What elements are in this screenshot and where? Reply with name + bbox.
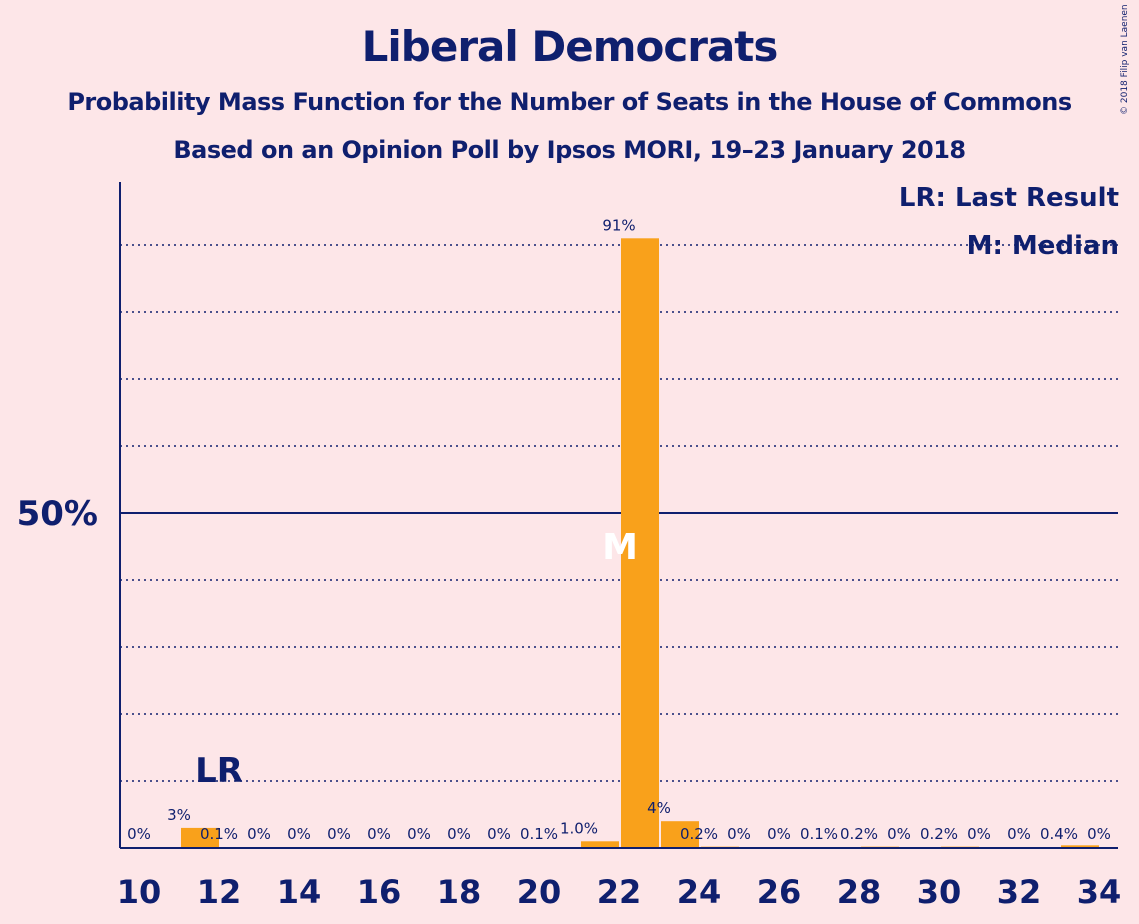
data-label-seat-29: 0% <box>887 825 911 843</box>
x-tick-label: 32 <box>997 873 1042 911</box>
bar-seat-22 <box>621 238 659 849</box>
data-label-seat-27: 0.1% <box>800 825 838 843</box>
data-label-seat-11: 3% <box>167 806 191 824</box>
median-marker: M <box>602 527 638 568</box>
data-label-seat-22: 91% <box>602 216 635 234</box>
x-tick-label: 18 <box>437 873 482 911</box>
bar-seat-21 <box>581 841 619 848</box>
data-label-seat-16: 0% <box>367 825 391 843</box>
x-tick-label: 24 <box>677 873 722 911</box>
data-label-seat-32: 0% <box>1007 825 1031 843</box>
data-label-seat-31: 0% <box>967 825 991 843</box>
x-tick-label: 12 <box>197 873 242 911</box>
chart-subtitle: Probability Mass Function for the Number… <box>67 88 1072 116</box>
data-label-seat-14: 0% <box>287 825 311 843</box>
bar-seat-33 <box>1061 845 1099 848</box>
legend-last-result: LR: Last Result <box>898 183 1119 213</box>
x-tick-label: 28 <box>837 873 882 911</box>
legend-median: M: Median <box>966 231 1119 261</box>
bar-seat-11 <box>181 827 219 848</box>
x-tick-label: 22 <box>597 873 642 911</box>
data-label-seat-17: 0% <box>407 825 431 843</box>
chart-title: Liberal Democrats <box>361 22 779 71</box>
data-label-seat-24: 0.2% <box>680 825 718 843</box>
data-label-seat-13: 0% <box>247 825 271 843</box>
chart-subtitle-poll: Based on an Opinion Poll by Ipsos MORI, … <box>173 136 966 164</box>
x-tick-label: 26 <box>757 873 802 911</box>
data-label-seat-25: 0% <box>727 825 751 843</box>
data-label-seat-34: 0% <box>1087 825 1111 843</box>
data-label-seat-26: 0% <box>767 825 791 843</box>
data-label-seat-20: 0.1% <box>520 825 558 843</box>
data-label-seat-18: 0% <box>447 825 471 843</box>
x-tick-label: 30 <box>917 873 962 911</box>
x-tick-label: 20 <box>517 873 562 911</box>
x-tick-label: 14 <box>277 873 322 911</box>
x-tick-label: 10 <box>117 873 162 911</box>
data-label-seat-28: 0.2% <box>840 825 878 843</box>
data-label-seat-15: 0% <box>327 825 351 843</box>
data-label-seat-10: 0% <box>127 825 151 843</box>
data-label-seat-30: 0.2% <box>920 825 958 843</box>
y-tick-label: 50% <box>17 494 98 534</box>
data-label-seat-12: 0.1% <box>200 825 238 843</box>
data-label-seat-19: 0% <box>487 825 511 843</box>
last-result-marker: LR <box>195 751 243 791</box>
data-label-seat-33: 0.4% <box>1040 825 1078 843</box>
data-label-seat-23: 4% <box>647 799 671 817</box>
x-tick-label: 16 <box>357 873 402 911</box>
data-label-seat-21: 1.0% <box>560 819 598 837</box>
bar-seat-23 <box>661 821 699 848</box>
x-tick-label: 34 <box>1077 873 1122 911</box>
